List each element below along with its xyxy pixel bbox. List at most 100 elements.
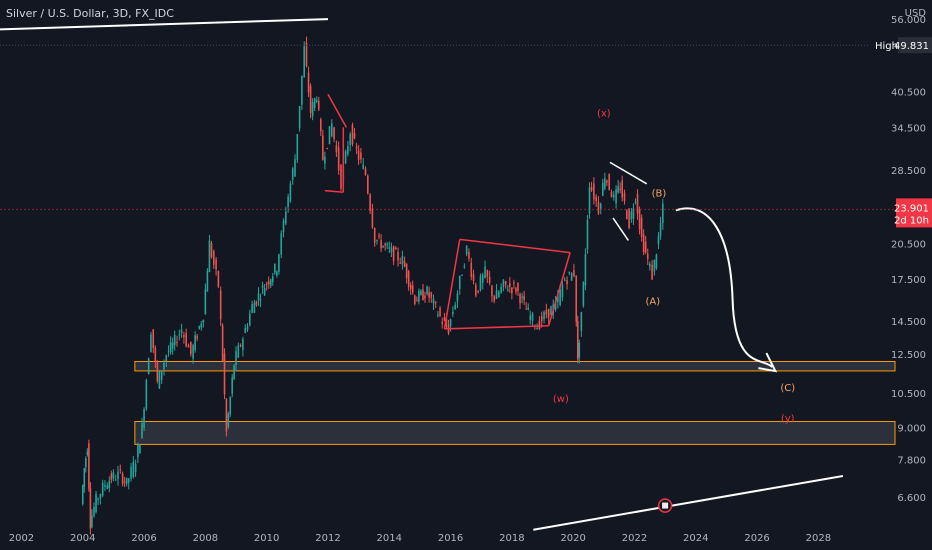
candle-body <box>651 264 653 280</box>
candle-body <box>231 377 233 394</box>
triangle-line[interactable] <box>612 217 629 241</box>
candle-body <box>355 146 358 149</box>
candle-body <box>588 187 591 214</box>
candle-body <box>280 233 283 255</box>
support-zone[interactable] <box>134 360 896 372</box>
candle-body <box>424 295 426 299</box>
candle-body <box>349 134 351 146</box>
candle-body <box>114 479 117 481</box>
candle-body <box>642 234 645 253</box>
red-channel-line[interactable] <box>327 93 348 128</box>
red-channel-line[interactable] <box>324 189 344 194</box>
candle-body <box>371 208 374 228</box>
candle-body <box>282 220 285 233</box>
currency-label: USD <box>905 8 927 19</box>
candle-body <box>112 472 115 479</box>
candle-body <box>212 251 215 265</box>
projection-arrow[interactable] <box>675 207 774 368</box>
candle-body <box>315 99 318 102</box>
candle-body <box>121 473 124 485</box>
candle-body <box>143 409 145 428</box>
last-price-badge <box>896 198 932 228</box>
candle-body <box>364 168 367 175</box>
candle-body <box>196 336 198 339</box>
candle-body <box>269 279 272 286</box>
candle-body <box>561 284 564 298</box>
candle-body <box>401 256 404 265</box>
candle-body <box>432 298 435 304</box>
trend-line-bottom[interactable] <box>533 474 844 531</box>
support-zone[interactable] <box>134 421 896 445</box>
candle-body <box>521 296 523 298</box>
candle-body <box>527 307 530 310</box>
candle-body <box>97 498 99 500</box>
candle-body <box>454 304 456 309</box>
candle-body <box>86 451 89 455</box>
candle-body <box>597 201 600 214</box>
candle-body <box>117 471 119 480</box>
candle-body <box>139 444 141 454</box>
countdown-label: 2d 10h <box>894 215 929 226</box>
candle-body <box>285 211 287 224</box>
candle-body <box>156 361 159 381</box>
candle-body <box>274 263 276 273</box>
candle-body <box>502 279 505 287</box>
candle-body <box>380 240 382 249</box>
red-channel-line[interactable] <box>459 238 571 254</box>
candle-body <box>291 168 294 180</box>
candle-body <box>83 468 86 487</box>
red-channel-line[interactable] <box>444 324 549 330</box>
candle-body <box>125 477 128 484</box>
candle-body <box>150 334 152 352</box>
candle-body <box>378 235 380 237</box>
candle-body <box>221 325 224 362</box>
candle-body <box>225 398 228 432</box>
candle-body <box>445 318 448 327</box>
candle-body <box>163 363 165 370</box>
red-channel-line[interactable] <box>547 252 571 326</box>
candle-body <box>525 308 527 310</box>
candle-body <box>276 271 278 276</box>
candle-body <box>452 311 454 315</box>
candle-body <box>547 308 550 319</box>
candle-body <box>644 241 647 253</box>
candle-body <box>550 306 552 316</box>
candle-body <box>81 485 84 504</box>
x-tick-label: 2026 <box>744 533 769 544</box>
y-tick-label: 6.600 <box>897 493 926 504</box>
candle-body <box>298 106 301 129</box>
candle-body <box>540 316 543 322</box>
candle-body <box>570 273 573 281</box>
y-tick-label: 17.500 <box>891 275 926 286</box>
x-tick-label: 2010 <box>254 533 279 544</box>
candle-body <box>351 124 354 145</box>
candle-body <box>456 293 459 302</box>
candle-body <box>335 145 338 153</box>
candle-body <box>386 244 389 246</box>
candle-body <box>584 254 587 286</box>
candle-body <box>376 239 378 241</box>
candle-body <box>621 180 624 198</box>
candle-body <box>233 364 235 380</box>
candle-body <box>630 211 633 220</box>
trend-line-top[interactable] <box>0 18 328 31</box>
candle-body <box>593 183 595 200</box>
candle-body <box>655 254 658 269</box>
candle-body <box>357 150 360 160</box>
candle-body <box>137 444 139 458</box>
candle-body <box>340 164 342 189</box>
candle-body <box>360 152 362 160</box>
candle-body <box>414 295 416 305</box>
red-channel-line[interactable] <box>443 239 461 330</box>
candle-body <box>578 342 581 358</box>
candle-body <box>449 319 452 327</box>
candle-body <box>545 310 548 315</box>
wave-label: (B) <box>652 189 667 200</box>
candle-body <box>134 464 137 473</box>
wave-label: (A) <box>646 297 661 308</box>
triangle-line[interactable] <box>609 161 648 185</box>
candle-body <box>206 270 209 292</box>
candle-body <box>219 290 222 320</box>
candle-body <box>307 72 310 93</box>
